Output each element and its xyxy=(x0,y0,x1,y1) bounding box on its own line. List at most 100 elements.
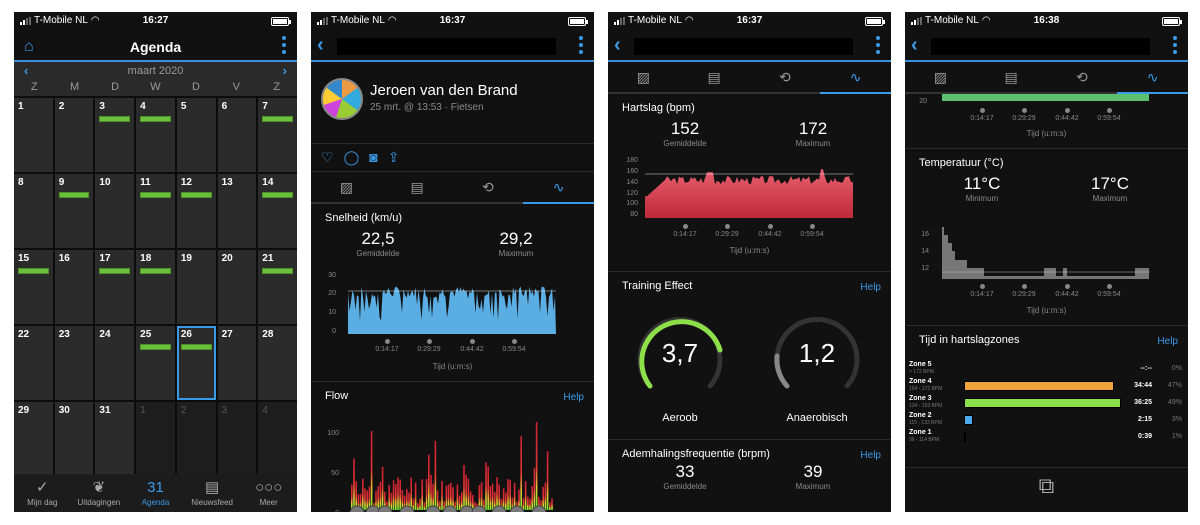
laps-icon[interactable]: ⟲ xyxy=(779,69,791,85)
calendar-day[interactable]: 29 xyxy=(14,402,53,476)
calendar-day[interactable]: 21 xyxy=(258,250,297,324)
next-month-button[interactable]: › xyxy=(282,63,287,78)
calendar-day[interactable]: 22 xyxy=(14,326,53,400)
x-tick: 0:59:54 xyxy=(1089,284,1129,298)
tab-meer[interactable]: ○○○ Meer xyxy=(240,474,297,512)
calendar-day[interactable]: 4 xyxy=(136,98,175,172)
tab-uitdagingen[interactable]: ❦ Uitdagingen xyxy=(71,474,128,512)
calendar-day[interactable]: 31 xyxy=(95,402,135,476)
charts-icon[interactable]: ∿ xyxy=(523,172,594,204)
speed-chart[interactable] xyxy=(348,274,556,334)
help-link[interactable]: Help xyxy=(860,282,881,293)
zone-percent: 1% xyxy=(1171,433,1182,440)
day-number: 2 xyxy=(180,405,187,416)
more-menu-icon[interactable] xyxy=(578,36,584,54)
overview-icon[interactable]: ▨ xyxy=(339,179,353,195)
day-number: 10 xyxy=(99,177,111,188)
details-icon[interactable]: ▤ xyxy=(1004,69,1018,85)
calendar-day[interactable]: 23 xyxy=(54,326,94,400)
y-tick: 0 xyxy=(319,510,339,512)
activity-event-bar[interactable] xyxy=(262,268,293,274)
activity-event-bar[interactable] xyxy=(140,192,171,198)
heartrate-chart[interactable] xyxy=(645,158,853,218)
avatar[interactable] xyxy=(321,78,363,120)
tab-mijn-dag[interactable]: ✓ Mijn dag xyxy=(14,474,71,512)
overview-icon[interactable]: ▨ xyxy=(933,69,947,85)
activity-event-bar[interactable] xyxy=(99,116,131,122)
calendar-day[interactable]: 24 xyxy=(95,326,135,400)
calendar-day[interactable]: 2 xyxy=(54,98,94,172)
more-menu-icon[interactable] xyxy=(875,36,881,54)
tab-nieuwsfeed[interactable]: ▤ Nieuwsfeed xyxy=(184,474,241,512)
calendar-day[interactable]: 18 xyxy=(136,250,175,324)
calendar-day[interactable]: 20 xyxy=(217,250,257,324)
calendar-day[interactable]: 17 xyxy=(95,250,135,324)
activity-event-bar[interactable] xyxy=(99,268,131,274)
help-link[interactable]: Help xyxy=(563,392,584,403)
compare-icon[interactable]: ⧉ xyxy=(1038,473,1055,498)
activity-event-bar[interactable] xyxy=(140,344,171,350)
camera-icon[interactable]: ◙ xyxy=(369,149,378,165)
activity-event-bar[interactable] xyxy=(180,192,212,198)
calendar-day[interactable]: 28 xyxy=(258,326,297,400)
calendar-day[interactable]: 26 xyxy=(176,326,216,400)
calendar-day[interactable]: 15 xyxy=(14,250,53,324)
calendar-day[interactable]: 1 xyxy=(14,98,53,172)
carrier-label: T-Mobile NL xyxy=(628,15,682,26)
calendar-day[interactable]: 11 xyxy=(136,174,175,248)
charts-icon[interactable]: ∿ xyxy=(1117,62,1188,94)
charts-icon[interactable]: ∿ xyxy=(820,62,891,94)
calendar-day[interactable]: 14 xyxy=(258,174,297,248)
calendar-day[interactable]: 2 xyxy=(176,402,216,476)
calendar-day[interactable]: 4 xyxy=(258,402,297,476)
details-icon[interactable]: ▤ xyxy=(707,69,721,85)
calendar-day[interactable]: 6 xyxy=(217,98,257,172)
activity-event-bar[interactable] xyxy=(18,268,49,274)
help-link[interactable]: Help xyxy=(1157,336,1178,347)
help-link[interactable]: Help xyxy=(860,450,881,461)
details-icon[interactable]: ▤ xyxy=(410,179,424,195)
activity-event-bar[interactable] xyxy=(262,116,293,122)
back-icon[interactable]: ‹ xyxy=(911,34,918,56)
back-icon[interactable]: ‹ xyxy=(614,34,621,56)
calendar-day[interactable]: 19 xyxy=(176,250,216,324)
activity-event-bar[interactable] xyxy=(140,268,171,274)
comment-icon[interactable]: ◯ xyxy=(343,149,360,165)
month-label: maart 2020 xyxy=(127,65,184,77)
more-menu-icon[interactable] xyxy=(1172,36,1178,54)
inbox-icon[interactable]: ⌂ xyxy=(24,38,34,55)
back-icon[interactable]: ‹ xyxy=(317,34,324,56)
share-icon[interactable]: ⇪ xyxy=(387,149,400,165)
calendar-day[interactable]: 1 xyxy=(136,402,175,476)
calendar-day[interactable]: 10 xyxy=(95,174,135,248)
calendar-day[interactable]: 9 xyxy=(54,174,94,248)
weekday-label: M xyxy=(70,81,80,93)
tab-agenda[interactable]: 31 Agenda xyxy=(127,474,184,512)
more-menu-icon[interactable] xyxy=(281,36,287,54)
weekday-label: Z xyxy=(273,81,281,93)
overview-icon[interactable]: ▨ xyxy=(636,69,650,85)
calendar-day[interactable]: 3 xyxy=(217,402,257,476)
prev-month-button[interactable]: ‹ xyxy=(24,63,29,78)
activity-event-bar[interactable] xyxy=(58,192,90,198)
like-icon[interactable]: ♡ xyxy=(321,149,334,165)
avg-label: Gemiddelde xyxy=(356,249,400,258)
activity-event-bar[interactable] xyxy=(262,192,293,198)
laps-icon[interactable]: ⟲ xyxy=(1076,69,1088,85)
calendar-day[interactable]: 27 xyxy=(217,326,257,400)
activity-event-bar[interactable] xyxy=(140,116,171,122)
calendar-day[interactable]: 25 xyxy=(136,326,175,400)
calendar-day[interactable]: 16 xyxy=(54,250,94,324)
calendar-day[interactable]: 7 xyxy=(258,98,297,172)
calendar-day[interactable]: 12 xyxy=(176,174,216,248)
calendar-day[interactable]: 3 xyxy=(95,98,135,172)
activity-event-bar[interactable] xyxy=(180,344,212,350)
calendar-day[interactable]: 13 xyxy=(217,174,257,248)
flow-chart[interactable] xyxy=(347,422,557,512)
calendar-day[interactable]: 30 xyxy=(54,402,94,476)
calendar-day[interactable]: 8 xyxy=(14,174,53,248)
speed-section: Snelheid (km/u) 22,5 Gemiddelde 29,2 Maxim… xyxy=(311,204,594,382)
calendar-day[interactable]: 5 xyxy=(176,98,216,172)
laps-icon[interactable]: ⟲ xyxy=(482,179,494,195)
temperature-chart[interactable] xyxy=(942,227,1150,279)
